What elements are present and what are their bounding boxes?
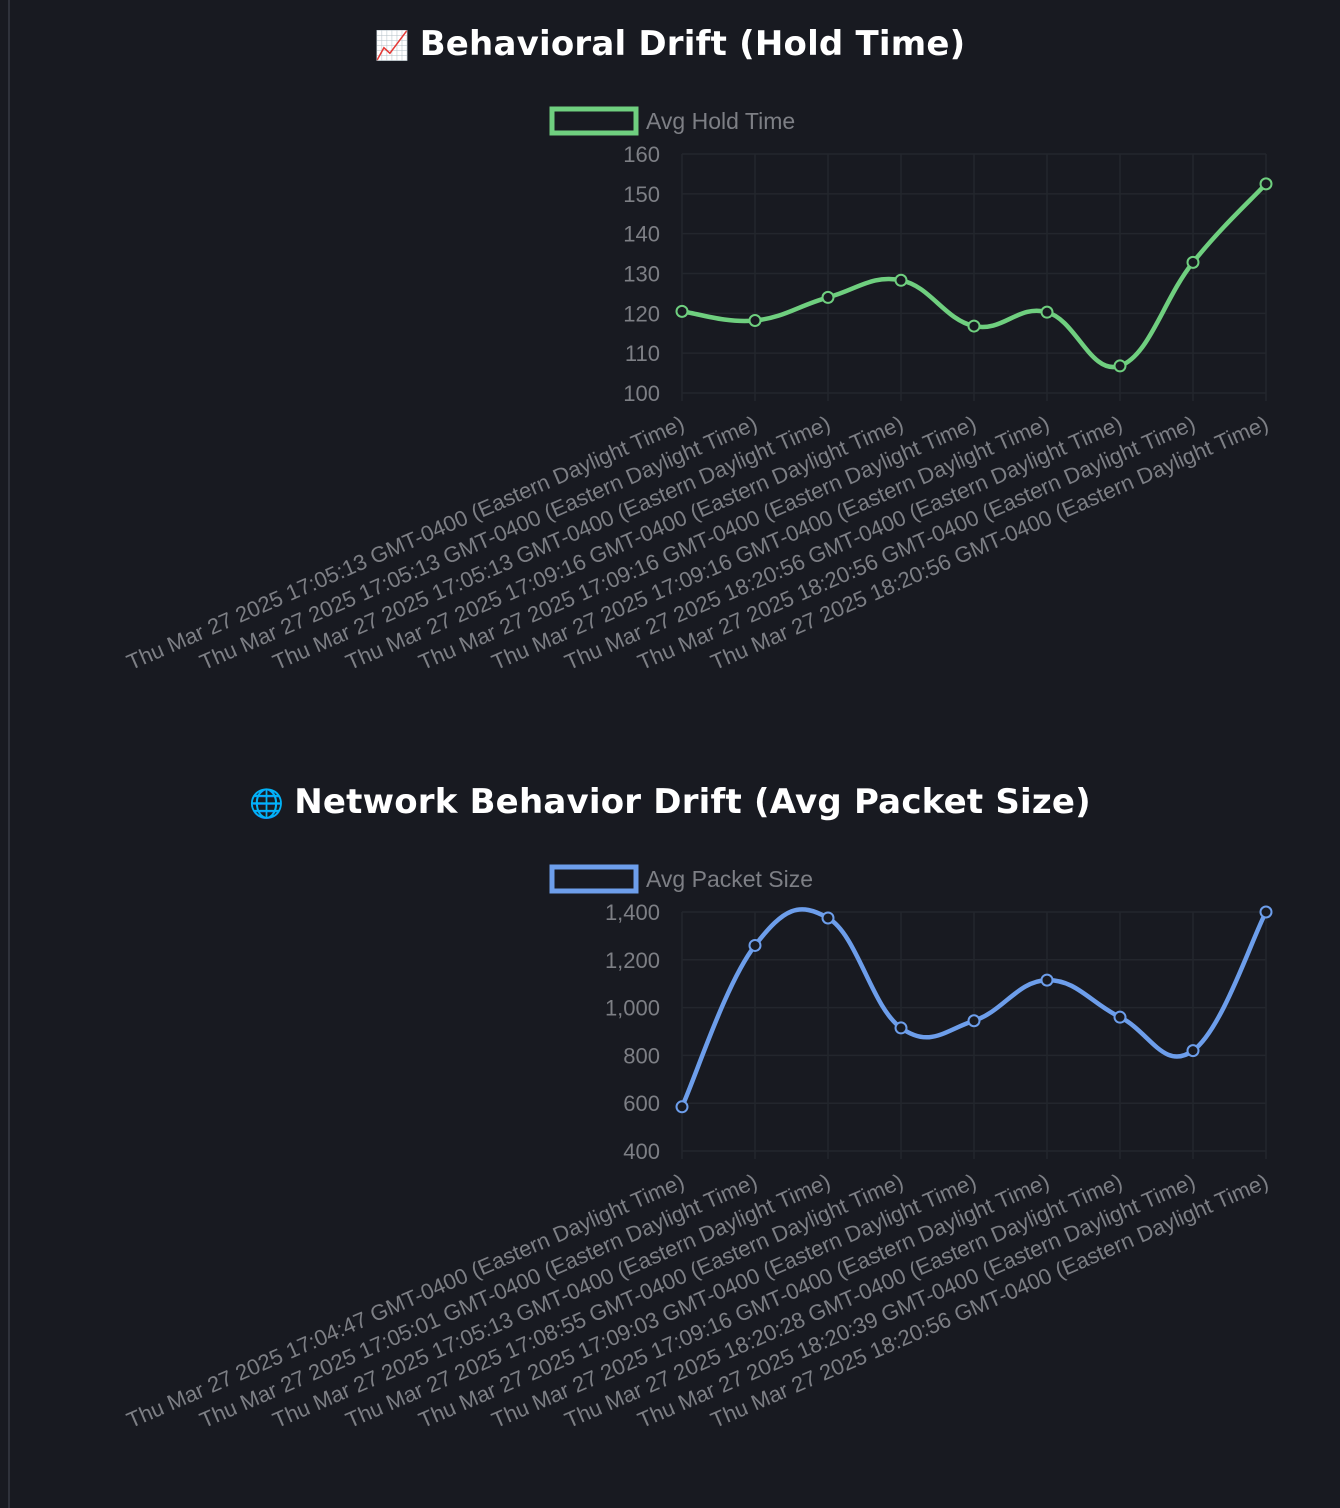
data-point[interactable]: [1113, 1010, 1127, 1024]
grid: [681, 911, 1267, 1159]
chart-title-text: Behavioral Drift (Hold Time): [419, 24, 966, 64]
y-axis: 400 600 800 1,000 1,200 1,400: [605, 900, 660, 1164]
hold-time-line-chart: Avg Hold Time 100 110 120 130 140 150 160 Thu Ma…: [123, 106, 1273, 675]
panel-left-border: [8, 0, 10, 1508]
globe-icon: 🌐: [249, 787, 285, 820]
data-point[interactable]: [967, 319, 981, 333]
x-axis: Thu Mar 27 2025 17:04:47 GMT-0400 (Easte…: [123, 1169, 1272, 1433]
y-tick-label: 140: [623, 222, 660, 247]
legend-swatch: [549, 106, 639, 136]
data-point[interactable]: [967, 1014, 981, 1028]
data-point[interactable]: [1259, 905, 1273, 919]
legend[interactable]: Avg Packet Size: [549, 864, 813, 894]
data-points: [675, 177, 1273, 373]
y-tick-label: 150: [623, 182, 660, 207]
y-tick-label: 600: [623, 1091, 660, 1116]
x-axis: Thu Mar 27 2025 17:05:13 GMT-0400 (Easte…: [123, 411, 1272, 675]
data-point[interactable]: [1040, 973, 1054, 987]
y-tick-label: 130: [623, 262, 660, 287]
y-tick-label: 110: [625, 341, 660, 366]
y-tick-label: 120: [623, 301, 660, 326]
data-point[interactable]: [748, 938, 762, 952]
chart-title-hold-time: 📈 Behavioral Drift (Hold Time): [0, 24, 1340, 64]
legend-swatch: [549, 864, 639, 894]
data-points: [675, 905, 1273, 1114]
y-tick-label: 100: [623, 381, 660, 406]
y-tick-label: 400: [623, 1139, 660, 1164]
data-point[interactable]: [894, 273, 908, 287]
data-point[interactable]: [675, 304, 689, 318]
y-tick-label: 1,400: [605, 900, 660, 925]
data-point[interactable]: [1259, 177, 1273, 191]
series-line: [679, 181, 1269, 370]
data-point[interactable]: [1040, 305, 1054, 319]
y-tick-label: 1,200: [605, 948, 660, 973]
data-point[interactable]: [1186, 255, 1200, 269]
legend-label: Avg Hold Time: [646, 108, 795, 134]
chart-increasing-icon: 📈: [374, 29, 410, 62]
data-point[interactable]: [1186, 1044, 1200, 1058]
data-point[interactable]: [821, 290, 835, 304]
data-point[interactable]: [675, 1100, 689, 1114]
legend-label: Avg Packet Size: [646, 866, 813, 892]
legend[interactable]: Avg Hold Time: [549, 106, 795, 136]
chart-title-packet-size: 🌐 Network Behavior Drift (Avg Packet Size…: [0, 782, 1340, 822]
data-point[interactable]: [821, 911, 835, 925]
y-tick-label: 1,000: [605, 996, 660, 1021]
y-tick-label: 800: [623, 1043, 660, 1068]
y-axis: 100 110 120 130 140 150 160: [623, 142, 660, 406]
packet-size-line-chart: Avg Packet Size 400 600 800 1,000 1,200 1,400 T…: [123, 864, 1273, 1433]
grid: [681, 153, 1267, 401]
data-point[interactable]: [748, 314, 762, 328]
data-point[interactable]: [894, 1021, 908, 1035]
y-tick-label: 160: [623, 142, 660, 167]
chart-title-text: Network Behavior Drift (Avg Packet Size): [294, 782, 1091, 822]
data-point[interactable]: [1113, 359, 1127, 373]
